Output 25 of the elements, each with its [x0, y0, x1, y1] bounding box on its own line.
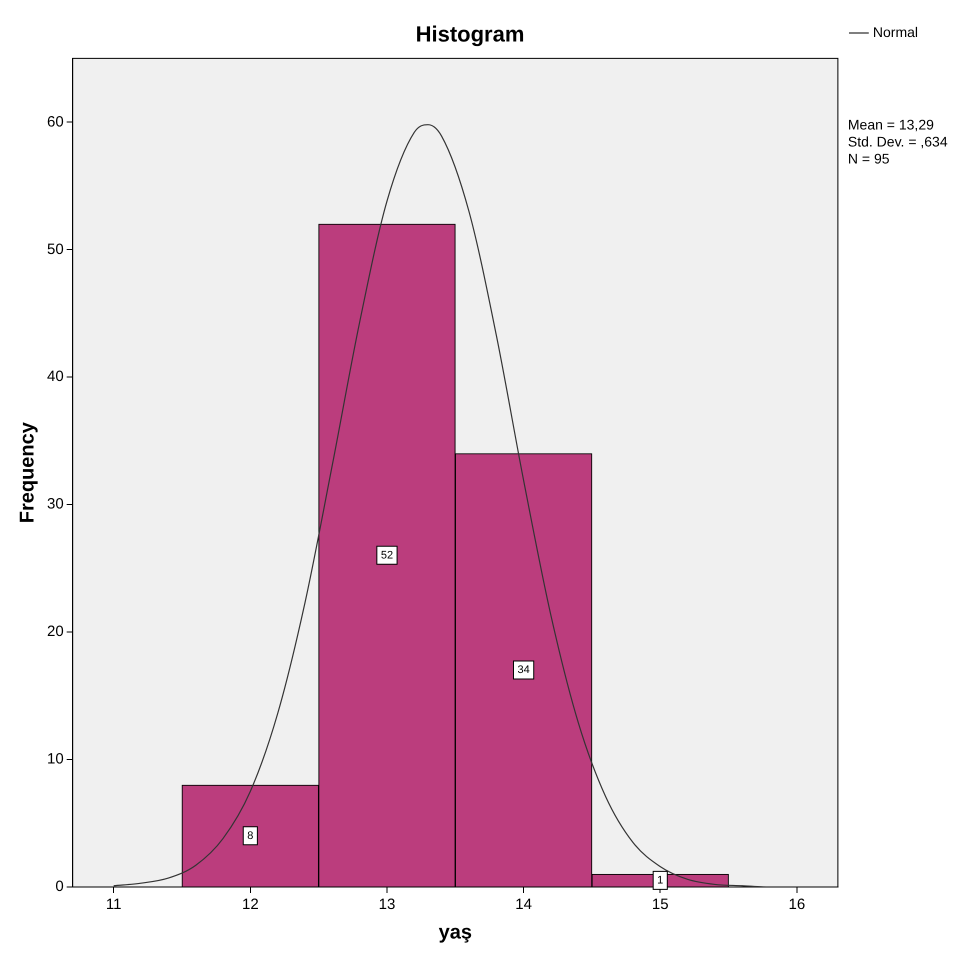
x-tick-label: 16 [788, 896, 806, 914]
y-tick-label: 40 [46, 368, 64, 386]
x-axis-title: yaş [438, 922, 472, 944]
text: N = 95 [848, 150, 890, 166]
x-tick-label: 12 [242, 896, 259, 914]
data-label: 8 [247, 830, 254, 842]
x-tick-label: 11 [106, 896, 122, 914]
y-tick-label: 60 [46, 113, 64, 130]
text: Std. Dev. = ,634 [848, 133, 948, 150]
x-tick-label: 15 [652, 896, 669, 914]
text: Mean = 13,29 [848, 116, 934, 132]
y-tick-label: 50 [46, 240, 64, 258]
chart-title: Histogram [416, 21, 524, 46]
y-tick-label: 30 [46, 496, 64, 513]
x-tick-label: 14 [515, 896, 532, 914]
line-series [113, 124, 798, 887]
data-label: 52 [380, 549, 394, 562]
y-tick-label: 0 [55, 878, 64, 896]
data-label: 34 [517, 664, 530, 676]
data-label: 1 [657, 874, 664, 886]
x-tick-label: 13 [378, 896, 396, 914]
y-tick-label: 10 [46, 750, 64, 768]
y-axis-title: Frequency [16, 421, 39, 524]
y-tick-label: 20 [46, 623, 64, 640]
legend-label: Normal [872, 24, 918, 40]
